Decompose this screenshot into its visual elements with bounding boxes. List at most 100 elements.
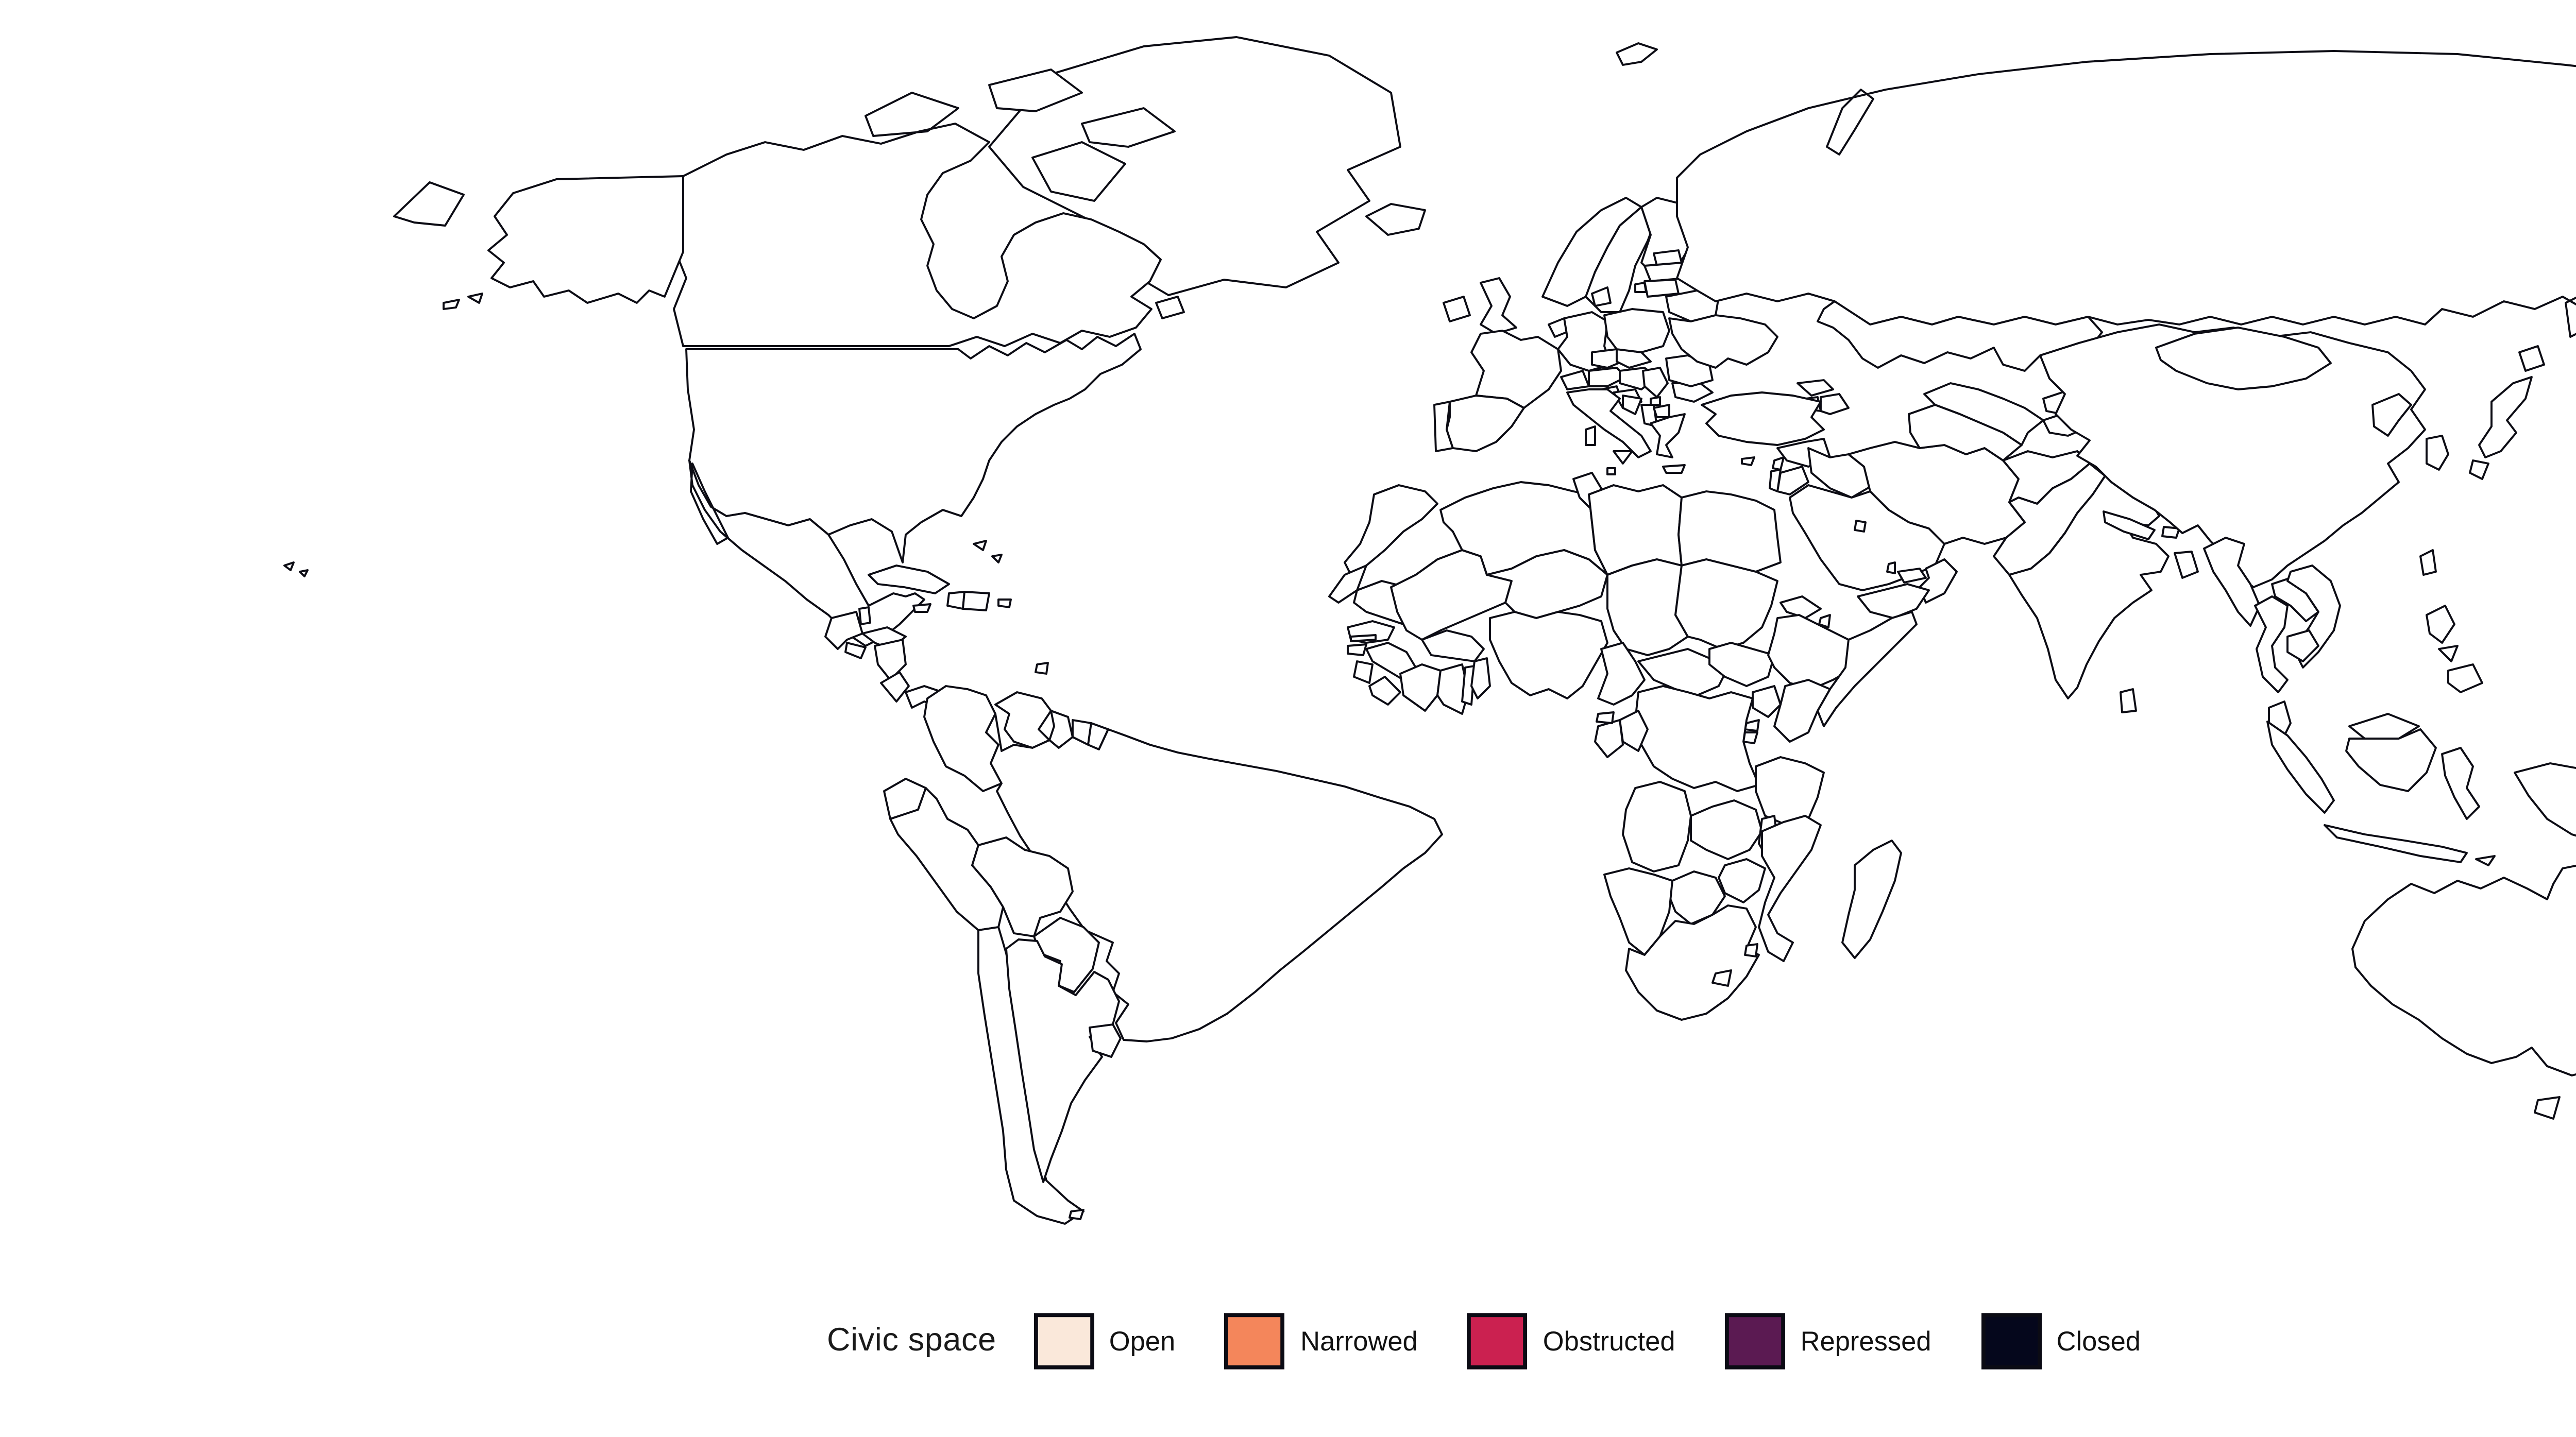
country-togo[interactable] — [1461, 665, 1476, 706]
country-falklands[interactable] — [1069, 1209, 1084, 1220]
country-nigeria[interactable] — [1489, 611, 1608, 699]
country-malaysia[interactable] — [2268, 700, 2420, 743]
country-djibouti[interactable] — [1818, 614, 1831, 628]
country-australia[interactable] — [2351, 864, 2576, 1120]
country-denmark[interactable] — [1591, 286, 1612, 307]
country-france[interactable] — [1470, 330, 1562, 409]
country-jordan[interactable] — [1776, 466, 1809, 495]
country-georgia[interactable] — [1797, 379, 1834, 397]
country-tanzania[interactable] — [1755, 756, 1825, 826]
country-bangladesh[interactable] — [2174, 551, 2199, 579]
country-yemen[interactable] — [1857, 583, 1930, 619]
country-dominican-republic[interactable] — [962, 591, 990, 611]
country-ivory-coast[interactable] — [1399, 663, 1442, 712]
country-guatemala[interactable] — [824, 611, 863, 650]
country-kosovo[interactable] — [1650, 396, 1661, 406]
country-jamaica[interactable] — [912, 603, 931, 613]
country-angola[interactable] — [1622, 781, 1692, 873]
country-cyprus[interactable] — [1741, 456, 1755, 466]
country-cambodia[interactable] — [2286, 629, 2319, 662]
country-kazakhstan[interactable] — [1817, 300, 2103, 372]
country-equatorial-guinea[interactable] — [1596, 711, 1615, 724]
country-timor-leste[interactable] — [2475, 855, 2496, 866]
country-qatar[interactable] — [1886, 561, 1896, 574]
country-russia[interactable] — [393, 50, 2576, 338]
country-malta[interactable] — [1606, 467, 1616, 475]
country-el-salvador[interactable] — [844, 642, 867, 659]
country-hawaii[interactable] — [283, 561, 309, 577]
country-sudan[interactable] — [1674, 558, 1778, 650]
country-bosnia[interactable] — [1622, 395, 1642, 415]
country-paraguay[interactable] — [1033, 917, 1100, 993]
country-mongolia[interactable] — [2155, 327, 2332, 390]
country-burkina-faso[interactable] — [1421, 629, 1485, 662]
country-mozambique[interactable] — [1758, 815, 1822, 962]
country-south-korea[interactable] — [2426, 435, 2449, 471]
country-puerto-rico[interactable] — [997, 598, 1012, 608]
country-bahamas[interactable] — [973, 540, 1003, 563]
country-belize[interactable] — [858, 606, 871, 625]
country-azerbaijan[interactable] — [1820, 393, 1850, 415]
country-taiwan[interactable] — [2419, 549, 2437, 576]
country-sri-lanka[interactable] — [2120, 688, 2137, 713]
country-united-kingdom[interactable] — [1480, 277, 1517, 335]
country-liberia[interactable] — [1368, 676, 1401, 706]
country-madagascar[interactable] — [1841, 840, 1902, 959]
country-greece[interactable] — [1650, 413, 1686, 474]
country-japan[interactable] — [2469, 345, 2545, 480]
country-north-macedonia[interactable] — [1653, 404, 1670, 418]
country-italy[interactable] — [1566, 388, 1652, 465]
country-trinidad[interactable] — [1035, 662, 1049, 675]
country-poland[interactable] — [1603, 308, 1670, 353]
country-egypt[interactable] — [1677, 490, 1782, 573]
country-south-sudan[interactable] — [1708, 642, 1775, 687]
country-gambia[interactable] — [1350, 634, 1377, 642]
country-western-sahara[interactable] — [1328, 564, 1367, 604]
country-north-korea[interactable] — [2371, 393, 2412, 437]
country-mexico[interactable] — [688, 459, 925, 647]
country-kaliningrad[interactable] — [1634, 282, 1647, 293]
country-eswatini[interactable] — [1744, 943, 1758, 957]
country-turkey[interactable] — [1701, 391, 1825, 446]
country-spain[interactable] — [1446, 395, 1525, 452]
country-ireland[interactable] — [1443, 296, 1471, 322]
country-lithuania[interactable] — [1643, 279, 1680, 298]
country-lesotho[interactable] — [1711, 969, 1732, 987]
country-kenya[interactable] — [1773, 679, 1831, 743]
country-kuwait[interactable] — [1854, 520, 1867, 533]
country-thailand[interactable] — [2254, 595, 2289, 693]
country-austria[interactable] — [1588, 367, 1627, 387]
country-ukraine[interactable] — [1668, 314, 1778, 369]
country-morocco[interactable] — [1344, 484, 1438, 576]
country-dr-congo[interactable] — [1634, 685, 1760, 792]
country-switzerland[interactable] — [1560, 370, 1590, 390]
country-costa-rica[interactable] — [880, 671, 910, 703]
country-cameroon[interactable] — [1597, 642, 1646, 706]
country-ghana[interactable] — [1436, 663, 1469, 715]
country-zimbabwe[interactable] — [1718, 858, 1766, 903]
country-uruguay[interactable] — [1089, 1023, 1122, 1058]
country-guinea-bissau[interactable] — [1347, 643, 1367, 656]
country-uae[interactable] — [1897, 568, 1927, 584]
country-cuba[interactable] — [868, 564, 950, 594]
country-philippines[interactable] — [2426, 605, 2483, 693]
country-gabon[interactable] — [1594, 719, 1624, 758]
country-colombia[interactable] — [923, 685, 1003, 792]
country-iceland[interactable] — [1365, 203, 1426, 236]
country-united-states[interactable] — [443, 175, 1142, 563]
country-serbia[interactable] — [1642, 367, 1669, 398]
country-uganda[interactable] — [1752, 685, 1782, 718]
country-niger[interactable] — [1486, 549, 1608, 619]
country-nepal[interactable] — [2103, 510, 2156, 540]
country-indonesia[interactable] — [2266, 721, 2576, 863]
country-svalbard[interactable] — [1616, 42, 1658, 66]
country-eritrea[interactable] — [1780, 595, 1822, 619]
country-bhutan[interactable] — [2161, 526, 2180, 539]
country-venezuela[interactable] — [994, 691, 1052, 749]
country-bolivia[interactable] — [971, 836, 1074, 937]
country-saudi-arabia[interactable] — [1789, 484, 1945, 591]
country-zambia[interactable] — [1690, 799, 1763, 860]
country-lebanon[interactable] — [1772, 456, 1785, 471]
country-benin[interactable] — [1470, 657, 1491, 699]
country-canada[interactable] — [673, 69, 1185, 347]
